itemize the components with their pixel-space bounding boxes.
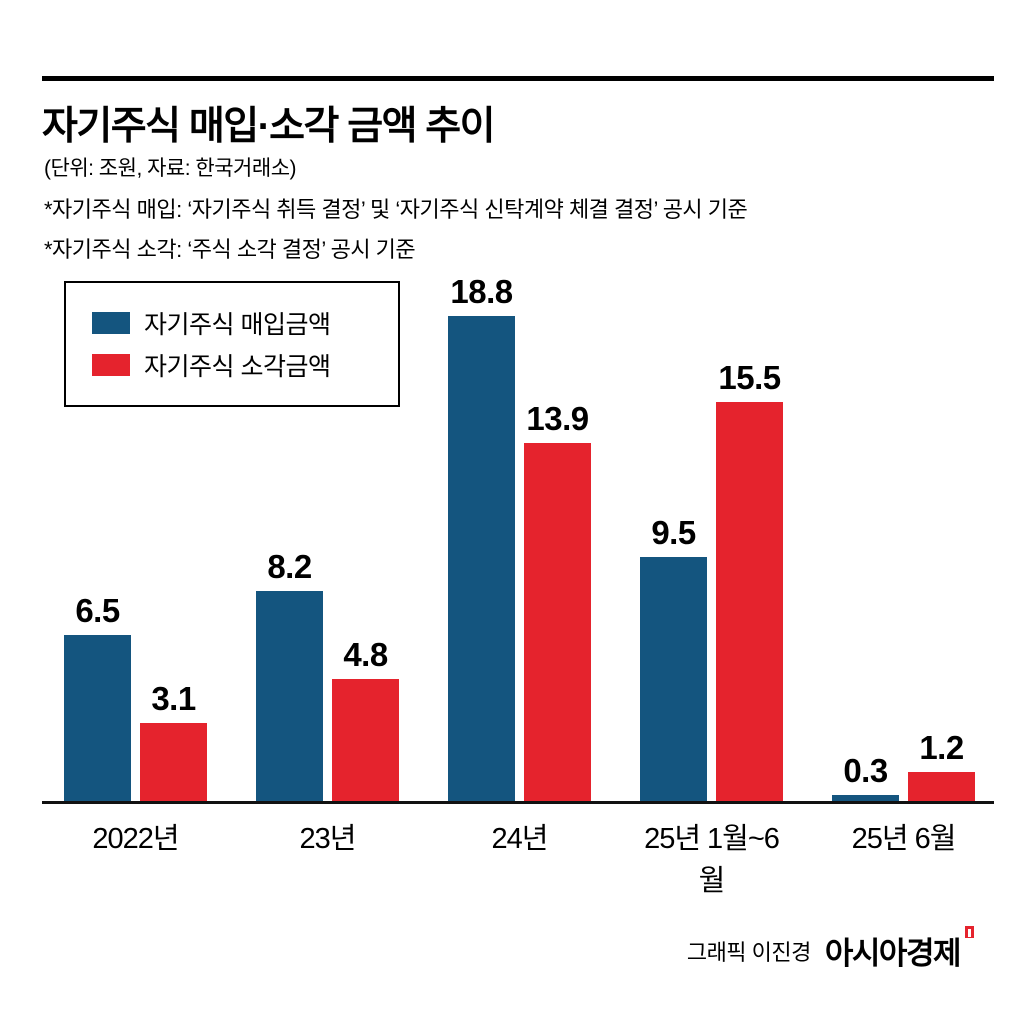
footnote-cancel-definition: *자기주식 소각: ‘주식 소각 결정’ 공시 기준 xyxy=(44,237,416,262)
bar-group: 8.2 4.8 xyxy=(256,548,399,803)
bar xyxy=(908,772,975,803)
bar xyxy=(256,591,323,803)
bar-column: 6.5 xyxy=(64,592,131,803)
x-axis-line xyxy=(42,801,994,804)
chart-plot: 6.5 3.1 8.2 4.8 18.8 13.9 9.5 15.5 0.3 1.2 xyxy=(42,270,994,803)
legend-label-buy: 자기주식 매입금액 xyxy=(144,311,331,339)
bar-value-label: 1.2 xyxy=(919,729,964,766)
legend-entry-buy: 자기주식 매입금액 xyxy=(92,305,398,341)
bar-value-label: 8.2 xyxy=(267,548,312,585)
bar-column: 3.1 xyxy=(140,680,207,803)
brand-logo-mark-icon xyxy=(965,926,974,938)
bar xyxy=(64,635,131,803)
bar-pair: 8.2 4.8 xyxy=(256,548,399,803)
bar-group: 0.3 1.2 xyxy=(832,729,975,803)
top-rule xyxy=(42,76,994,81)
bar-value-label: 4.8 xyxy=(343,636,388,673)
bar-value-label: 3.1 xyxy=(151,680,196,717)
bar-column: 0.3 xyxy=(832,752,899,803)
chart-title: 자기주식 매입·소각 금액 추이 xyxy=(42,105,496,148)
x-axis-category-label: 2022년 xyxy=(92,823,179,855)
x-axis-category-label: 25년 1월~6월 xyxy=(644,823,780,897)
footer: 그래픽 이진경 아시아경제 xyxy=(686,926,974,973)
bar xyxy=(832,795,899,803)
legend-label-cancel: 자기주식 소각금액 xyxy=(144,353,331,381)
bar-value-label: 9.5 xyxy=(651,514,696,551)
bar-pair: 9.5 15.5 xyxy=(640,359,783,803)
bar-column: 9.5 xyxy=(640,514,707,803)
bar-value-label: 6.5 xyxy=(75,592,120,629)
legend-swatch-cancel xyxy=(92,354,130,376)
bar xyxy=(716,402,783,803)
bar-column: 13.9 xyxy=(524,400,591,803)
footnote-buy-definition: *자기주식 매입: ‘자기주식 취득 결정’ 및 ‘자기주식 신탁계약 체결 결… xyxy=(44,197,748,222)
x-axis-category-label: 24년 xyxy=(491,823,549,855)
bar-pair: 18.8 13.9 xyxy=(448,273,591,803)
bar-column: 15.5 xyxy=(716,359,783,803)
bar xyxy=(332,679,399,803)
bar-group: 18.8 13.9 xyxy=(448,273,591,803)
bar-value-label: 15.5 xyxy=(718,359,781,396)
x-axis-category-label: 25년 6월 xyxy=(851,823,957,855)
bar-value-label: 0.3 xyxy=(843,752,888,789)
bar xyxy=(640,557,707,803)
bar-column: 18.8 xyxy=(448,273,515,803)
bar xyxy=(448,316,515,803)
bar-group: 9.5 15.5 xyxy=(640,359,783,803)
bar-column: 8.2 xyxy=(256,548,323,803)
bar-pair: 0.3 1.2 xyxy=(832,729,975,803)
x-axis-labels: 2022년 23년 24년 25년 1월~6월 25년 6월 xyxy=(42,815,994,899)
bar-value-label: 18.8 xyxy=(450,273,513,310)
legend-entry-cancel: 자기주식 소각금액 xyxy=(92,347,398,383)
brand-logo: 아시아경제 xyxy=(824,926,974,973)
bar-value-label: 13.9 xyxy=(526,400,589,437)
x-axis-category-label: 23년 xyxy=(299,823,357,855)
chart-subtitle: (단위: 조원, 자료: 한국거래소) xyxy=(44,157,297,180)
graphic-credit: 그래픽 이진경 xyxy=(686,939,812,965)
brand-logo-text: 아시아경제 xyxy=(824,936,962,971)
bar-group: 6.5 3.1 xyxy=(64,592,207,803)
bar-pair: 6.5 3.1 xyxy=(64,592,207,803)
bar-column: 1.2 xyxy=(908,729,975,803)
bar xyxy=(140,723,207,803)
bar xyxy=(524,443,591,803)
legend-box: 자기주식 매입금액 자기주식 소각금액 xyxy=(64,281,400,407)
legend-swatch-buy xyxy=(92,312,130,334)
bar-column: 4.8 xyxy=(332,636,399,803)
